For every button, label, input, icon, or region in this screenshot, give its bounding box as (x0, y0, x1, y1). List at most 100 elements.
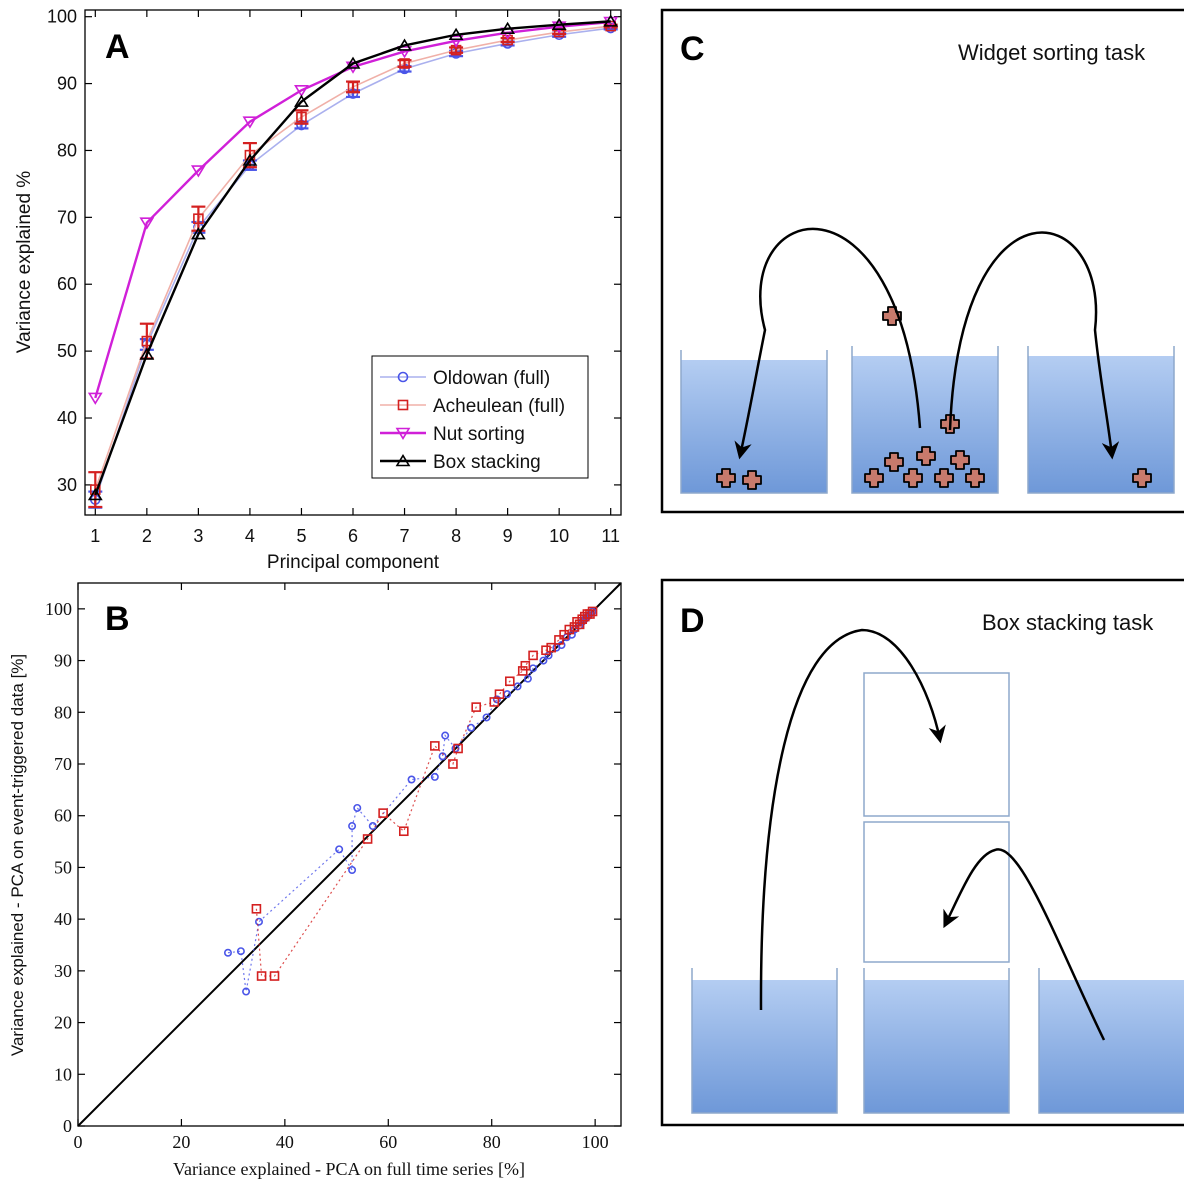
x-tick-label: 100 (582, 1132, 609, 1152)
y-tick-label: 90 (54, 651, 72, 671)
legend-swatch-marker (397, 371, 409, 383)
stacked-box-middle (863, 821, 1010, 963)
data-point (448, 759, 458, 769)
legend-item-acheulean-full: Acheulean (full) (380, 396, 565, 417)
widget-piece (916, 446, 936, 466)
data-point (500, 21, 516, 35)
y-tick-label: 100 (47, 7, 77, 27)
y-tick-label: 60 (57, 274, 77, 294)
x-tick-label: 5 (296, 526, 306, 546)
data-point (353, 803, 362, 812)
box-bin-left (691, 968, 838, 1114)
arrow-center-to-right (948, 231, 1120, 460)
data-point (430, 772, 439, 781)
data-point (87, 487, 103, 501)
data-point (557, 641, 566, 650)
data-point (362, 834, 373, 844)
arrow-left-to-top-box (759, 628, 946, 1011)
y-tick-label: 50 (57, 341, 77, 361)
y-tick-label: 100 (45, 599, 72, 619)
data-point (517, 666, 528, 676)
data-point (546, 642, 556, 653)
panel-d-diagram: D Box stacking task (660, 578, 1184, 1127)
bin-outline-center (851, 346, 999, 494)
x-tick-label: 20 (172, 1132, 190, 1152)
x-tick-label: 0 (74, 1132, 83, 1152)
data-point (441, 731, 450, 740)
data-point (399, 58, 410, 69)
data-point (554, 635, 564, 645)
x-tick-label: 60 (379, 1132, 397, 1152)
data-point (294, 94, 309, 107)
panel-c-diagram: C Widget sorting task (660, 8, 1184, 514)
legend-label: Box stacking (433, 452, 541, 473)
legend-label: Acheulean (full) (433, 396, 565, 417)
data-point (348, 822, 357, 831)
data-point (242, 987, 251, 996)
data-point (223, 948, 232, 957)
data-point (269, 971, 280, 981)
data-point (569, 622, 580, 632)
data-point (471, 702, 482, 712)
x-tick-label: 7 (400, 526, 410, 546)
data-point (378, 808, 388, 818)
y-tick-label: 40 (57, 408, 77, 428)
y-tick-label: 20 (54, 1013, 72, 1033)
data-point (242, 153, 258, 166)
data-point (539, 656, 548, 665)
data-point (190, 165, 206, 178)
data-point (448, 35, 464, 48)
data-point (541, 645, 551, 656)
data-point (294, 84, 309, 98)
data-point (528, 650, 538, 661)
data-point (193, 213, 204, 224)
data-point (139, 347, 155, 360)
data-point (453, 743, 463, 754)
widget-piece (864, 468, 884, 488)
legend-item-oldowan-full: Oldowan (full) (380, 368, 550, 389)
water-left (692, 980, 837, 1113)
x-tick-label: 80 (483, 1132, 501, 1152)
legend-item-box-stacking: Box stacking (380, 452, 541, 473)
data-point (585, 609, 595, 619)
data-point (398, 826, 409, 837)
y-tick-label: 60 (54, 806, 72, 826)
x-tick-label: 9 (503, 526, 513, 546)
panel-a-xlabel: Principal component (267, 552, 440, 573)
panel-d-title: Box stacking task (982, 610, 1154, 635)
panel-b-series (77, 582, 622, 1127)
legend-item-nut-sorting: Nut sorting (380, 424, 525, 445)
data-point (87, 392, 103, 405)
data-point (467, 723, 476, 732)
series-line-nut-sorting (94, 20, 611, 399)
y-tick-label: 50 (54, 857, 72, 877)
data-point (574, 619, 585, 630)
x-tick-label: 4 (245, 526, 255, 546)
y-tick-label: 90 (57, 74, 77, 94)
panel-b-chart: 0 20 40 60 80 100 0 10 20 30 40 50 60 70 80 90 100 B Var… (8, 582, 622, 1179)
arrow-center-to-left (734, 227, 922, 460)
legend-label: Nut sorting (433, 424, 525, 445)
y-tick-label: 0 (63, 1116, 72, 1136)
stacked-box-top (863, 672, 1010, 817)
data-point (430, 741, 440, 751)
data-point (603, 14, 619, 27)
data-point (572, 616, 582, 627)
y-tick-label: 80 (57, 140, 77, 160)
widget-piece (884, 452, 904, 472)
data-point (448, 27, 464, 41)
y-tick-label: 40 (54, 909, 72, 929)
data-point (242, 116, 258, 129)
data-point (296, 111, 307, 123)
bin-outline-right (1027, 346, 1175, 494)
data-point (335, 845, 344, 854)
data-point (438, 752, 447, 761)
y-tick-label: 70 (57, 207, 77, 227)
data-point (345, 56, 361, 69)
x-tick-label: 6 (348, 526, 358, 546)
panel-c-title: Widget sorting task (958, 40, 1146, 65)
y-tick-label: 30 (54, 961, 72, 981)
data-point (551, 17, 567, 31)
data-point (564, 624, 575, 635)
